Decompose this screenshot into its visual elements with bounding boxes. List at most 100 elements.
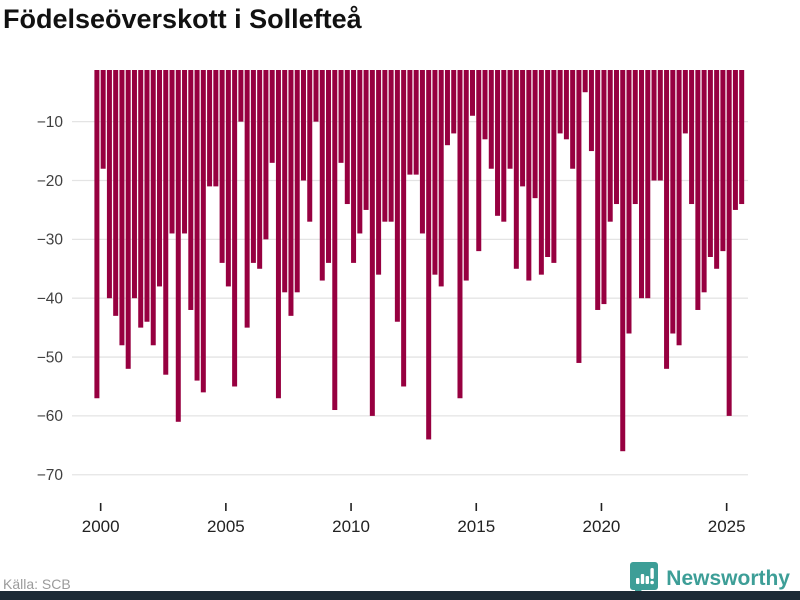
- bar: [563, 70, 569, 140]
- y-tick-label: −10: [37, 114, 64, 131]
- bar: [532, 70, 538, 199]
- bar: [520, 70, 526, 187]
- x-tick-label: 2015: [457, 517, 495, 536]
- bar: [407, 70, 413, 175]
- bar: [664, 70, 670, 369]
- bar: [557, 70, 563, 134]
- bar: [244, 70, 250, 328]
- bar: [482, 70, 488, 140]
- bar: [651, 70, 657, 181]
- bar: [419, 70, 425, 234]
- bar: [570, 70, 576, 169]
- bar: [438, 70, 444, 287]
- bar: [282, 70, 288, 293]
- bar: [657, 70, 663, 181]
- footer-bar: [0, 591, 800, 600]
- bar: [451, 70, 457, 134]
- bar: [714, 70, 720, 269]
- bar: [595, 70, 601, 310]
- bar: [432, 70, 438, 275]
- bar: [351, 70, 357, 263]
- x-tick-label: 2010: [332, 517, 370, 536]
- bar: [639, 70, 645, 299]
- bar: [157, 70, 162, 287]
- x-tick-label: 2000: [82, 517, 120, 536]
- bar: [138, 70, 144, 328]
- bar: [269, 70, 275, 163]
- y-tick-label: −30: [37, 232, 64, 249]
- bar: [300, 70, 306, 181]
- bar: [720, 70, 726, 252]
- bar: [106, 70, 112, 299]
- bar: [495, 70, 501, 216]
- brand-name: Newsworthy: [666, 567, 790, 590]
- bar: [313, 70, 319, 122]
- bar: [682, 70, 688, 134]
- bar: [620, 70, 626, 452]
- x-tick-label: 2020: [583, 517, 621, 536]
- newsworthy-pin-chart-icon: [630, 562, 659, 596]
- bar: [182, 70, 188, 234]
- bar: [707, 70, 713, 257]
- bar: [94, 70, 100, 399]
- bar: [676, 70, 682, 346]
- bar: [294, 70, 300, 293]
- bar: [726, 70, 732, 416]
- bar: [144, 70, 150, 322]
- bar: [238, 70, 244, 122]
- bar: [576, 70, 582, 363]
- bar: [131, 70, 137, 299]
- bar: [344, 70, 350, 205]
- y-tick-label: −50: [37, 349, 64, 366]
- bar: [695, 70, 701, 310]
- bars: [94, 70, 745, 452]
- bar: [551, 70, 557, 263]
- bar: [363, 70, 369, 210]
- bar: [307, 70, 313, 222]
- bar: [613, 70, 619, 205]
- bar: [275, 70, 281, 399]
- bar: [582, 70, 588, 93]
- bar: [326, 70, 332, 263]
- bar: [125, 70, 131, 369]
- bar: [332, 70, 338, 411]
- bar: [588, 70, 594, 152]
- newsworthy-logo: Newsworthy: [630, 562, 790, 596]
- bar: [739, 70, 745, 205]
- bar: [188, 70, 194, 310]
- bar: [457, 70, 463, 399]
- bar: [263, 70, 269, 240]
- bar: [488, 70, 494, 169]
- y-axis-labels: −10 −20 −30 −40 −50 −60 −70: [37, 114, 64, 484]
- bar: [382, 70, 388, 222]
- bar: [545, 70, 551, 257]
- bar: [200, 70, 206, 393]
- bar: [250, 70, 256, 263]
- bar: [213, 70, 219, 187]
- y-tick-label: −40: [37, 291, 64, 308]
- bar: [319, 70, 325, 281]
- bar: [645, 70, 651, 299]
- bar: [376, 70, 382, 275]
- bar: [357, 70, 363, 234]
- bar: [338, 70, 344, 163]
- bar: [670, 70, 676, 334]
- bar: [401, 70, 407, 387]
- bar: [701, 70, 707, 293]
- bar: [257, 70, 263, 269]
- bar: [607, 70, 613, 222]
- bar: [100, 70, 106, 169]
- bar: [219, 70, 225, 263]
- bar: [288, 70, 294, 316]
- bar: [225, 70, 231, 287]
- bar: [194, 70, 200, 381]
- source-label: Källa: SCB: [3, 576, 71, 592]
- y-tick-label: −20: [37, 173, 64, 190]
- y-tick-label: −70: [37, 467, 64, 484]
- bar: [538, 70, 544, 275]
- bar: [426, 70, 432, 440]
- bar: [689, 70, 695, 205]
- bar: [476, 70, 482, 252]
- bar: [526, 70, 532, 281]
